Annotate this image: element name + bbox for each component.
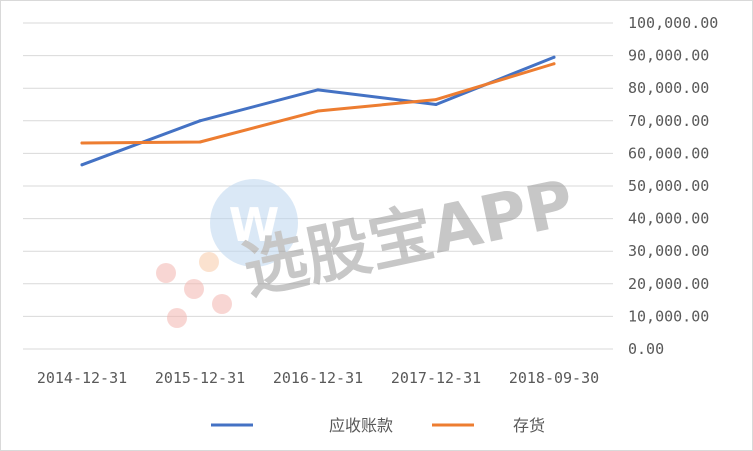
watermark-dot (212, 294, 232, 314)
data-point (316, 109, 320, 113)
y-tick-label: 30,000.00 (628, 242, 709, 260)
series-line (80, 62, 556, 145)
y-tick-label: 0.00 (628, 340, 664, 358)
legend-label: 应收账款 (329, 416, 393, 435)
grid-lines (23, 22, 613, 350)
watermark-logo-circle (210, 179, 298, 267)
y-axis-tick-labels: 0.00 10,000.00 20,000.00 30,000.00 40,000.00… (628, 14, 718, 358)
y-tick-label: 50,000.00 (628, 177, 709, 195)
data-point (552, 62, 556, 66)
data-point (434, 98, 438, 102)
y-tick-label: 100,000.00 (628, 14, 718, 32)
data-point (198, 119, 202, 123)
x-tick-label: 2016-12-31 (273, 369, 363, 387)
watermark-logo-letter: W (229, 198, 280, 252)
x-tick-label: 2014-12-31 (37, 369, 127, 387)
data-point (198, 140, 202, 144)
y-tick-label: 90,000.00 (628, 47, 709, 65)
legend-label: 存货 (513, 416, 545, 435)
x-tick-label: 2018-09-30 (509, 369, 599, 387)
data-point (316, 88, 320, 92)
data-point (552, 55, 556, 59)
watermark-dot (184, 279, 204, 299)
watermark-text: 选股宝APP (237, 167, 580, 309)
x-tick-label: 2015-12-31 (155, 369, 245, 387)
watermark-dot (156, 263, 176, 283)
watermark-dot (167, 308, 187, 328)
y-tick-label: 10,000.00 (628, 307, 709, 325)
y-tick-label: 20,000.00 (628, 275, 709, 293)
watermark: W 选股宝APP (156, 167, 580, 328)
data-point (80, 163, 84, 167)
x-axis-tick-labels: 2014-12-31 2015-12-31 2016-12-31 2017-12-31… (37, 369, 599, 387)
y-tick-label: 70,000.00 (628, 112, 709, 130)
y-tick-label: 40,000.00 (628, 210, 709, 228)
legend: 应收账款 存货 (211, 416, 545, 435)
data-point (80, 141, 84, 145)
series-lines (80, 55, 556, 167)
x-tick-label: 2017-12-31 (391, 369, 481, 387)
y-tick-label: 80,000.00 (628, 79, 709, 97)
y-tick-label: 60,000.00 (628, 144, 709, 162)
data-point (434, 103, 438, 106)
watermark-dot (199, 252, 219, 272)
